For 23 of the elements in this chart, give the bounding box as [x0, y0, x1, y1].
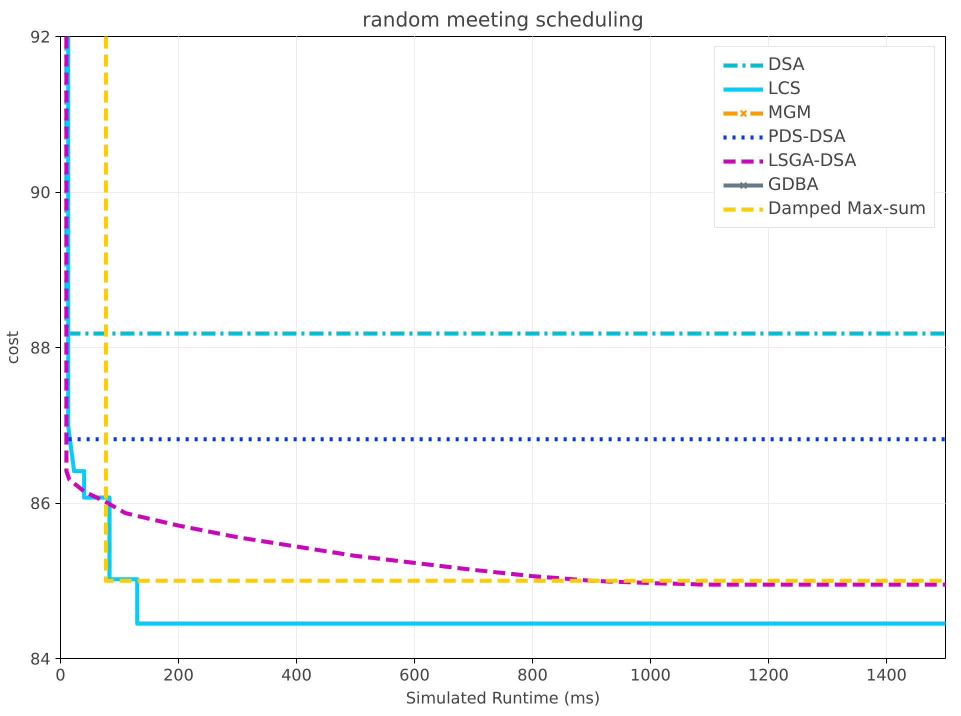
- legend-label: LCS: [768, 79, 801, 99]
- x-tick-label: 1000: [630, 666, 671, 684]
- x-tick-label: 0: [55, 666, 66, 684]
- x-axis-title: Simulated Runtime (ms): [406, 688, 600, 708]
- legend-label: MGM: [768, 103, 812, 123]
- legend-label: DSA: [768, 55, 805, 75]
- x-tick-label: 200: [163, 666, 194, 684]
- legend-label: Damped Max-sum: [768, 199, 926, 219]
- x-tick-label: 600: [399, 666, 430, 684]
- legend-label: PDS-DSA: [768, 127, 846, 147]
- y-tick-label: 84: [30, 650, 50, 668]
- legend-label: LSGA-DSA: [768, 151, 856, 171]
- x-tick-label: 1200: [748, 666, 789, 684]
- chart-title: random meeting scheduling: [362, 8, 644, 32]
- y-axis-title: cost: [3, 330, 22, 364]
- x-tick-label: 400: [281, 666, 312, 684]
- legend-label: GDBA: [768, 175, 819, 195]
- x-tick-label: 800: [517, 666, 548, 684]
- y-tick-label: 88: [30, 338, 50, 358]
- x-tick-label: 1400: [866, 666, 907, 684]
- y-tick-label: 92: [30, 28, 50, 46]
- y-tick-label: 86: [30, 494, 50, 513]
- y-tick-label: 90: [30, 183, 50, 202]
